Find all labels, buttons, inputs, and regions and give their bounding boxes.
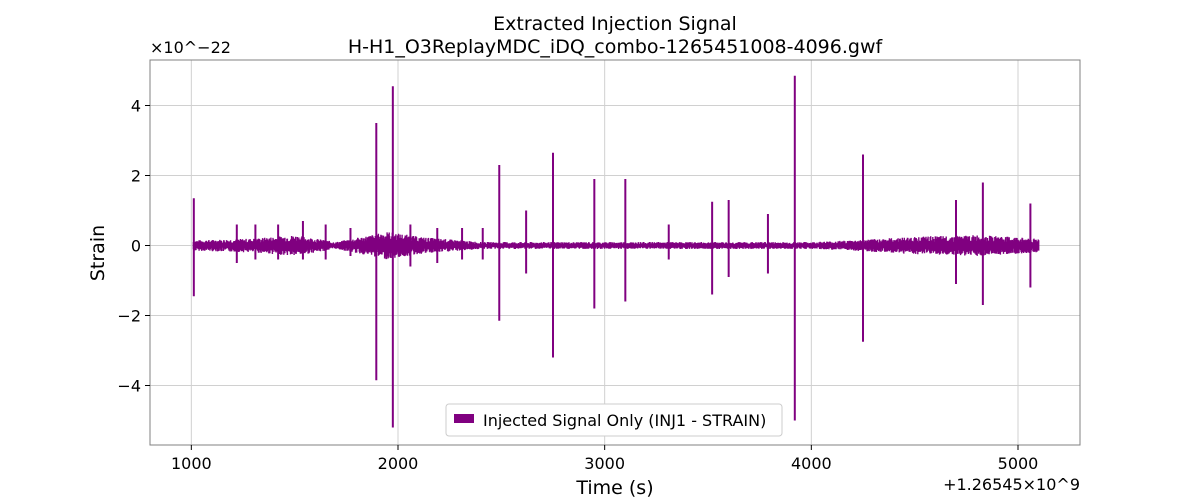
chart-title: Extracted Injection Signal — [493, 13, 737, 35]
x-tick-label: 1000 — [171, 454, 212, 473]
y-tick-label: −4 — [117, 377, 141, 396]
legend: Injected Signal Only (INJ1 - STRAIN) — [445, 403, 783, 437]
legend-entry: Injected Signal Only (INJ1 - STRAIN) — [483, 411, 766, 430]
y-tick-label: −2 — [117, 307, 141, 326]
x-tick-label: 5000 — [998, 454, 1039, 473]
y-tick-label: 0 — [131, 237, 141, 256]
y-axis-label: Strain — [87, 225, 109, 281]
y-tick-label: 2 — [131, 167, 141, 186]
y-axis-ticks: −4 −2 0 2 4 — [117, 97, 150, 396]
x-offset-label: +1.26545×10^9 — [943, 475, 1080, 494]
x-tick-label: 4000 — [791, 454, 832, 473]
legend-box — [445, 403, 783, 437]
plot-area — [192, 75, 1040, 428]
x-axis-ticks: 1000 2000 3000 4000 5000 — [171, 445, 1038, 473]
x-tick-label: 3000 — [584, 454, 625, 473]
y-scale-label: ×10^−22 — [150, 38, 231, 57]
chart-subtitle: H-H1_O3ReplayMDC_iDQ_combo-1265451008-40… — [348, 36, 884, 58]
y-tick-label: 4 — [131, 97, 141, 116]
plot-frame — [149, 59, 1081, 446]
x-axis-label: Time (s) — [575, 477, 653, 499]
legend-swatch — [454, 414, 474, 423]
x-tick-label: 2000 — [378, 454, 419, 473]
